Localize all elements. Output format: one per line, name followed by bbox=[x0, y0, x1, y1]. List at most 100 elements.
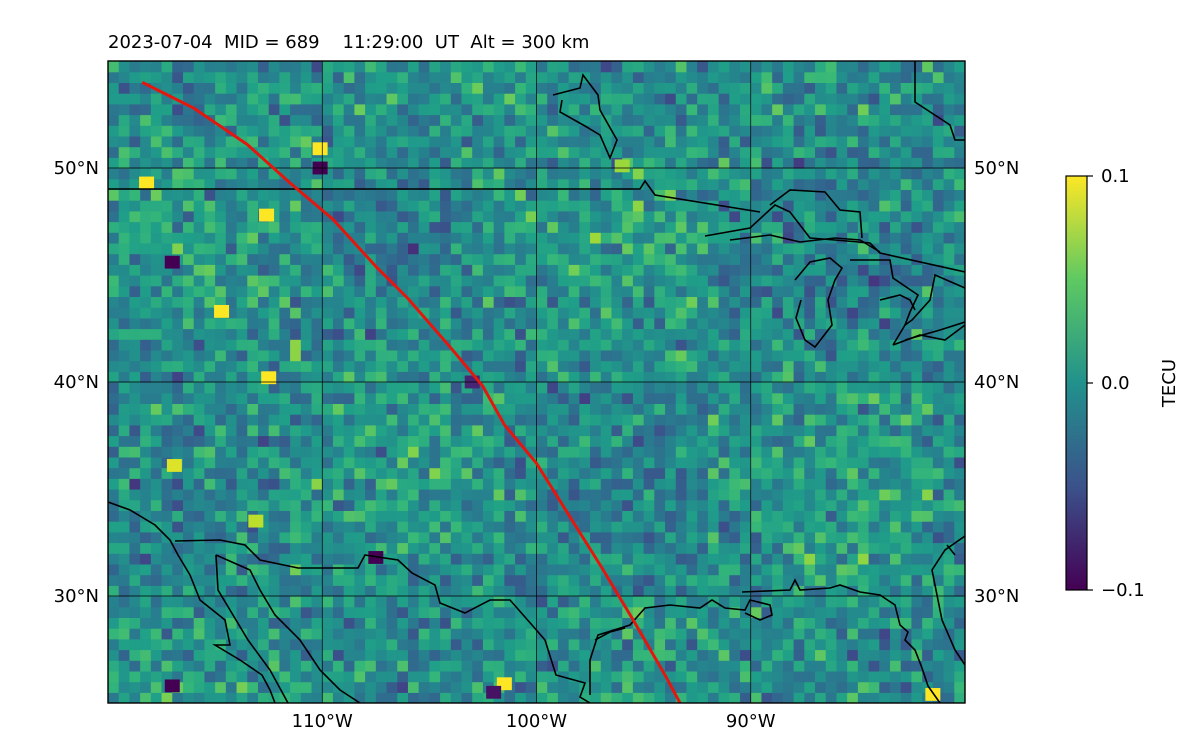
heatmap-cell bbox=[932, 253, 945, 265]
heatmap-cell bbox=[579, 103, 591, 116]
heatmap-cell bbox=[140, 467, 152, 479]
heatmap-cell bbox=[804, 392, 816, 404]
heatmap-cell bbox=[236, 692, 248, 703]
heatmap-cell bbox=[118, 660, 131, 672]
heatmap-cell bbox=[718, 692, 730, 703]
heatmap-cell bbox=[472, 82, 484, 94]
heatmap-cell bbox=[911, 456, 923, 469]
heatmap-cell bbox=[740, 146, 752, 158]
heatmap-cell bbox=[868, 467, 880, 479]
heatmap-cell bbox=[407, 328, 420, 340]
heatmap-cell bbox=[450, 563, 463, 576]
heatmap-cell bbox=[450, 103, 463, 116]
heatmap-cell bbox=[697, 617, 709, 629]
heatmap-cell bbox=[579, 499, 591, 511]
heatmap-cell bbox=[847, 531, 859, 544]
heatmap-cell bbox=[868, 478, 880, 490]
heatmap-cell bbox=[236, 242, 248, 255]
heatmap-cell bbox=[257, 649, 270, 661]
heatmap-cell bbox=[761, 114, 773, 126]
heatmap-cell bbox=[847, 553, 859, 565]
heatmap-cell bbox=[108, 93, 120, 105]
heatmap-cell bbox=[161, 232, 173, 244]
heatmap-cell bbox=[129, 521, 141, 533]
heatmap-cell bbox=[472, 521, 484, 533]
heatmap-cell bbox=[718, 435, 730, 447]
heatmap-cell bbox=[954, 103, 965, 116]
heatmap-cell bbox=[879, 221, 891, 233]
heatmap-cell bbox=[257, 61, 270, 73]
heatmap-cell bbox=[836, 510, 848, 522]
heatmap-cell bbox=[579, 371, 591, 383]
heatmap-cell bbox=[375, 521, 388, 533]
heatmap-cell bbox=[772, 135, 784, 148]
heatmap-cell bbox=[397, 446, 409, 458]
heatmap-cell bbox=[429, 596, 441, 608]
heatmap-cell bbox=[922, 71, 934, 83]
heatmap-cell bbox=[129, 446, 141, 458]
heatmap-cell bbox=[482, 103, 495, 116]
heatmap-cell bbox=[793, 681, 805, 693]
heatmap-cell bbox=[140, 328, 152, 340]
heatmap-cell bbox=[322, 574, 334, 586]
heatmap-cell bbox=[890, 681, 902, 693]
heatmap-cell bbox=[365, 456, 377, 469]
heatmap-cell bbox=[418, 157, 430, 169]
heatmap-cell bbox=[515, 349, 527, 362]
heatmap-cell bbox=[879, 200, 891, 212]
heatmap-cell bbox=[290, 424, 302, 437]
heatmap-cell bbox=[279, 435, 291, 447]
heatmap-cell bbox=[750, 360, 763, 372]
heatmap-cell bbox=[332, 403, 345, 415]
heatmap-cell bbox=[322, 200, 334, 212]
heatmap-cell bbox=[118, 521, 131, 533]
heatmap-cell bbox=[193, 628, 206, 640]
heatmap-cell bbox=[686, 125, 698, 137]
heatmap-cell bbox=[782, 435, 795, 447]
heatmap-cell bbox=[729, 157, 741, 169]
heatmap-cell bbox=[332, 574, 345, 586]
heatmap-cell bbox=[686, 371, 698, 383]
heatmap-cell bbox=[622, 563, 634, 576]
heatmap-cell bbox=[311, 210, 323, 223]
heatmap-cell bbox=[407, 125, 420, 137]
heatmap-cell bbox=[793, 360, 805, 372]
heatmap-cell bbox=[129, 103, 141, 116]
heatmap-cell bbox=[632, 210, 645, 223]
heatmap-cell bbox=[761, 264, 773, 276]
heatmap-cell bbox=[793, 628, 805, 640]
heatmap-cell bbox=[397, 200, 409, 212]
heatmap-cell bbox=[772, 478, 784, 490]
heatmap-cell bbox=[686, 317, 698, 330]
heatmap-cell bbox=[557, 210, 570, 223]
heatmap-cell bbox=[493, 456, 505, 469]
heatmap-cell bbox=[279, 264, 291, 276]
heatmap-cell bbox=[868, 510, 880, 522]
heatmap-cell bbox=[386, 114, 398, 126]
heatmap-cell bbox=[515, 489, 527, 501]
heatmap-cell bbox=[247, 221, 259, 233]
heatmap-cell bbox=[108, 638, 120, 651]
heatmap-cell bbox=[611, 189, 623, 201]
heatmap-cell bbox=[118, 585, 131, 597]
heatmap-cell bbox=[718, 360, 730, 372]
heatmap-cell bbox=[450, 168, 463, 180]
heatmap-cell bbox=[686, 189, 698, 201]
heatmap-cell bbox=[365, 71, 377, 83]
heatmap-cell bbox=[868, 168, 880, 180]
heatmap-cell bbox=[761, 521, 773, 533]
heatmap-cell bbox=[365, 178, 377, 190]
heatmap-cell bbox=[108, 670, 120, 683]
heatmap-cell bbox=[611, 146, 623, 158]
heatmap-cell bbox=[407, 574, 420, 586]
heatmap-cell bbox=[429, 328, 441, 340]
heatmap-cell bbox=[375, 649, 388, 661]
heatmap-cell bbox=[654, 93, 666, 105]
heatmap-cell bbox=[654, 456, 666, 469]
heatmap-cell bbox=[675, 317, 688, 330]
heatmap-cell bbox=[943, 221, 955, 233]
heatmap-cell bbox=[697, 424, 709, 437]
heatmap-cell bbox=[140, 553, 152, 565]
heatmap-cell bbox=[515, 189, 527, 201]
heatmap-cell bbox=[697, 221, 709, 233]
